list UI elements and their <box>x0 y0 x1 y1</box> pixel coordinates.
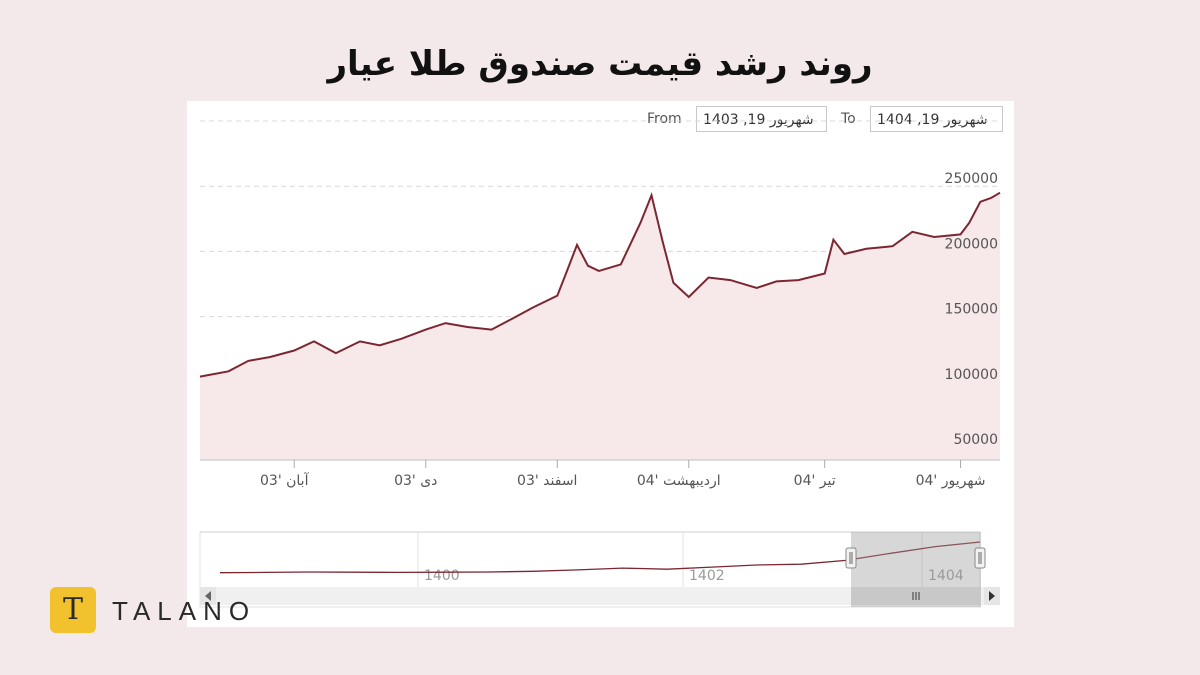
navigator-left-handle[interactable] <box>845 547 857 569</box>
y-tick-label: 100000 <box>945 367 998 383</box>
talano-logo: T <box>50 587 96 633</box>
navigator-tick-label: 1402 <box>689 568 725 584</box>
price-area <box>200 192 1000 460</box>
x-tick-label: اسفند '03 <box>517 473 577 489</box>
x-tick-label: اردیبهشت '04 <box>637 473 721 489</box>
price-line <box>199 191 1001 378</box>
chevron-left-icon <box>205 591 211 601</box>
range-from-label: From <box>647 111 682 127</box>
navigator-tick-label: 1404 <box>928 568 964 584</box>
navigator-right-handle[interactable] <box>974 547 986 569</box>
y-tick-label: 200000 <box>945 236 998 252</box>
navigator-scrollbar[interactable] <box>200 587 1000 605</box>
y-tick-label: 50000 <box>953 432 998 448</box>
chart-card: From شهریور 19, 1403 To شهریور 19, 1404 … <box>187 101 1014 627</box>
x-tick-label: شهریور '04 <box>916 473 986 489</box>
x-tick-label: تیر '04 <box>794 473 836 489</box>
x-tick-label: دی '03 <box>394 473 437 489</box>
y-tick-label: 250000 <box>945 171 998 187</box>
range-to-input[interactable]: شهریور 19, 1404 <box>870 106 1003 132</box>
navigator-tick-label: 1400 <box>424 568 460 584</box>
page-title: روند رشد قیمت صندوق طلا عیار <box>327 44 873 84</box>
logo-letter: T <box>62 592 83 627</box>
y-tick-label: 150000 <box>945 302 998 318</box>
price-chart: آبان '03 دی '03 اسفند '03 اردیبهشت '04 تیر '… <box>199 120 1001 608</box>
range-to-label: To <box>841 111 856 127</box>
chevron-right-icon <box>989 591 995 601</box>
x-tick-label: آبان '03 <box>260 472 310 489</box>
brand-name: TALANO <box>112 596 257 626</box>
range-from-input[interactable]: شهریور 19, 1403 <box>696 106 827 132</box>
